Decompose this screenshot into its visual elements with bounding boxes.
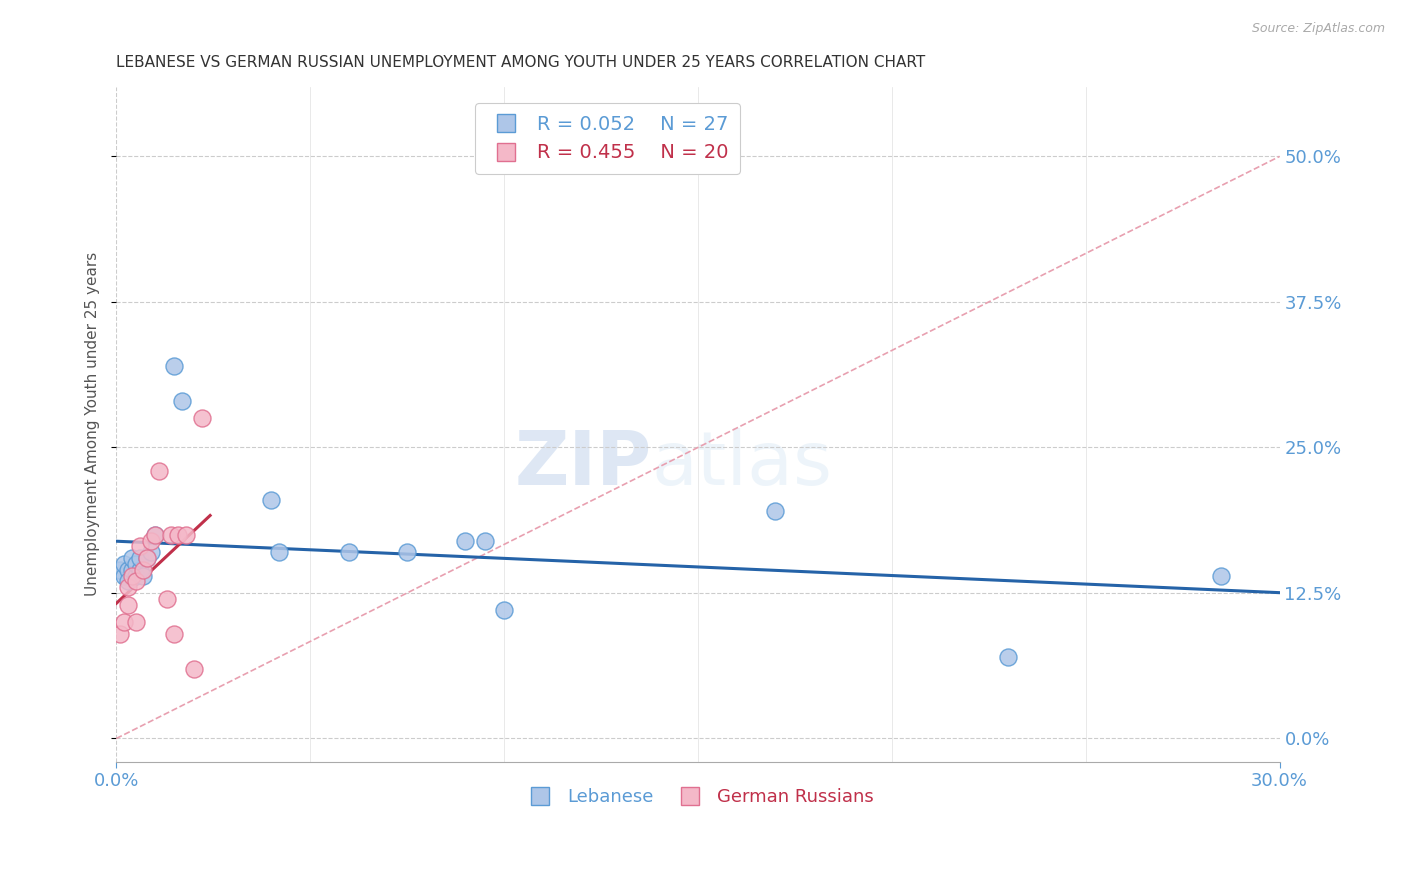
Point bbox=[136, 551, 159, 566]
Point bbox=[174, 528, 197, 542]
Point bbox=[108, 563, 131, 577]
Point bbox=[121, 568, 143, 582]
Point bbox=[997, 650, 1019, 665]
Point bbox=[124, 557, 146, 571]
Point bbox=[143, 528, 166, 542]
Point bbox=[124, 568, 146, 582]
Point bbox=[143, 528, 166, 542]
Point bbox=[117, 580, 139, 594]
Point bbox=[163, 359, 186, 373]
Point bbox=[121, 563, 143, 577]
Point bbox=[396, 545, 419, 559]
Point bbox=[765, 504, 787, 518]
Point bbox=[128, 563, 150, 577]
Point bbox=[141, 545, 163, 559]
Point bbox=[172, 393, 194, 408]
Text: LEBANESE VS GERMAN RUSSIAN UNEMPLOYMENT AMONG YOUTH UNDER 25 YEARS CORRELATION C: LEBANESE VS GERMAN RUSSIAN UNEMPLOYMENT … bbox=[117, 55, 925, 70]
Text: Source: ZipAtlas.com: Source: ZipAtlas.com bbox=[1251, 22, 1385, 36]
Point bbox=[136, 551, 159, 566]
Point bbox=[183, 662, 205, 676]
Point bbox=[148, 464, 170, 478]
Point bbox=[454, 533, 477, 548]
Y-axis label: Unemployment Among Youth under 25 years: Unemployment Among Youth under 25 years bbox=[86, 252, 100, 597]
Point bbox=[141, 533, 163, 548]
Point bbox=[124, 615, 146, 629]
Legend: Lebanese, German Russians: Lebanese, German Russians bbox=[515, 781, 882, 814]
Point bbox=[112, 557, 135, 571]
Point bbox=[108, 626, 131, 640]
Point bbox=[132, 568, 155, 582]
Point bbox=[163, 626, 186, 640]
Point bbox=[269, 545, 291, 559]
Point bbox=[117, 563, 139, 577]
Point bbox=[132, 563, 155, 577]
Point bbox=[167, 528, 190, 542]
Text: ZIP: ZIP bbox=[515, 428, 651, 501]
Point bbox=[112, 615, 135, 629]
Text: atlas: atlas bbox=[651, 428, 832, 501]
Point bbox=[337, 545, 360, 559]
Point bbox=[121, 551, 143, 566]
Point bbox=[474, 533, 496, 548]
Point bbox=[260, 492, 283, 507]
Point bbox=[128, 551, 150, 566]
Point bbox=[117, 598, 139, 612]
Point bbox=[492, 603, 515, 617]
Point bbox=[112, 568, 135, 582]
Point bbox=[117, 574, 139, 589]
Point bbox=[159, 528, 181, 542]
Point bbox=[128, 540, 150, 554]
Point bbox=[1211, 568, 1233, 582]
Point bbox=[190, 411, 212, 425]
Point bbox=[156, 591, 179, 606]
Point bbox=[124, 574, 146, 589]
